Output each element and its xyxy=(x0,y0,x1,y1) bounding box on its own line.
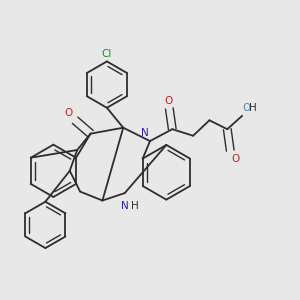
Text: N: N xyxy=(122,201,129,212)
Text: O: O xyxy=(232,154,240,164)
Text: O: O xyxy=(64,108,73,118)
Text: H: H xyxy=(131,201,139,212)
Text: N: N xyxy=(141,128,148,138)
Text: O: O xyxy=(243,103,251,113)
Text: Cl: Cl xyxy=(102,49,112,59)
Text: H: H xyxy=(249,103,256,113)
Text: O: O xyxy=(165,96,173,106)
